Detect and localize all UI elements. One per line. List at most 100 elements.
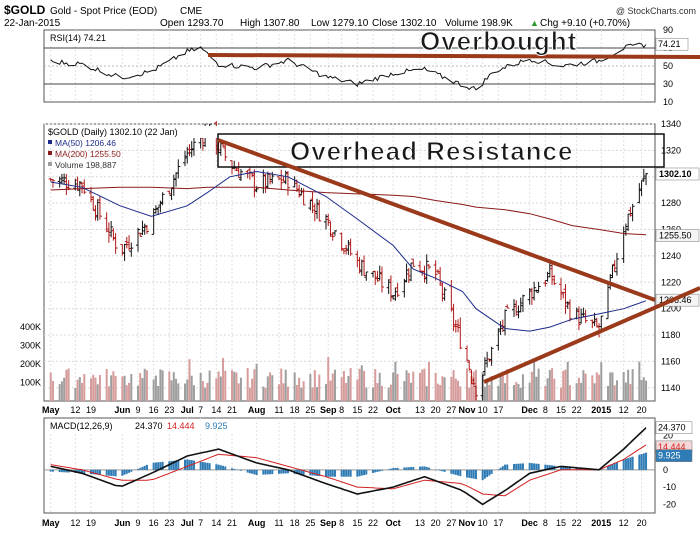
- volume-bar: [403, 381, 405, 401]
- volume-bar: [99, 375, 101, 401]
- macd-histogram-bar: [240, 470, 242, 471]
- volume-bar: [68, 368, 70, 401]
- macd-histogram-bar: [459, 470, 461, 476]
- volume-bar: [466, 369, 468, 401]
- macd-x-tick-label: Jul: [181, 518, 194, 528]
- price-x-tick-label: 16: [149, 405, 159, 415]
- date-label: 22-Jan-2015: [4, 18, 61, 29]
- volume-bar: [376, 383, 378, 401]
- macd-histogram-bar: [52, 470, 54, 472]
- macd-histogram-bar: [204, 462, 206, 469]
- macd-histogram-bar: [193, 461, 195, 470]
- macd-histogram-bar: [614, 463, 616, 470]
- macd-histogram-bar: [141, 467, 143, 470]
- volume-bar: [560, 388, 562, 401]
- volume-bar: [343, 371, 345, 401]
- volume-bar: [282, 383, 284, 401]
- volume-bar: [267, 376, 269, 401]
- macd-histogram-bar: [265, 470, 267, 475]
- macd-x-tick-label: 16: [149, 518, 159, 528]
- macd-x-tick-label: 8: [543, 518, 548, 528]
- macd-histogram-bar: [345, 470, 347, 477]
- macd-histogram-bar: [531, 463, 533, 470]
- volume-bar: [115, 376, 117, 401]
- volume-bar: [372, 387, 374, 401]
- volume-bar: [278, 384, 280, 401]
- macd-histogram-bar: [218, 465, 220, 470]
- macd-x-tick-label: 18: [290, 518, 300, 528]
- macd-x-tick-label: 15: [352, 518, 362, 528]
- macd-histogram-bar: [325, 470, 327, 477]
- price-x-tick-label: Jun: [114, 405, 130, 415]
- volume-bar: [600, 362, 602, 401]
- macd-value: 24.370: [135, 421, 163, 431]
- volume-bar: [238, 383, 240, 401]
- volume-bar: [578, 378, 580, 401]
- macd-histogram-bar: [157, 462, 159, 470]
- macd-histogram-bar: [506, 464, 508, 469]
- volume-bar: [193, 385, 195, 401]
- volume-bar: [356, 379, 358, 401]
- volume-bar: [79, 377, 81, 401]
- price-x-tick-label: 15: [556, 405, 566, 415]
- volume-bar: [500, 376, 502, 401]
- volume-bar: [459, 386, 461, 401]
- macd-histogram-bar: [484, 470, 486, 479]
- volume-bar: [569, 385, 571, 401]
- volume-bar: [488, 385, 490, 401]
- macd-histogram-bar: [92, 470, 94, 474]
- instrument-name: Gold - Spot Price (EOD): [50, 6, 157, 17]
- macd-value-tag-label: 24.370: [658, 423, 686, 433]
- volume-bar: [309, 374, 311, 401]
- price-tick-label: 1340: [661, 119, 681, 129]
- volume-bar: [596, 372, 598, 401]
- macd-histogram-bar: [444, 470, 446, 472]
- price-x-tick-label: 18: [290, 405, 300, 415]
- macd-histogram-bar: [262, 470, 264, 475]
- macd-histogram-bar: [314, 470, 316, 476]
- volume-bar: [381, 386, 383, 401]
- volume-bar: [412, 372, 414, 401]
- volume-bar: [426, 386, 428, 401]
- macd-histogram-bar: [423, 466, 425, 469]
- copyright-label: @ StockCharts.com: [616, 6, 696, 16]
- macd-histogram-bar: [282, 470, 284, 474]
- macd-histogram-bar: [361, 470, 363, 476]
- volume-legend: Volume 198,887: [55, 160, 117, 170]
- macd-label: MACD(12,26,9): [50, 421, 113, 431]
- volume-bar: [251, 379, 253, 401]
- volume-bar: [531, 372, 533, 401]
- macd-histogram-bar: [535, 464, 537, 470]
- volume-bar: [551, 368, 553, 401]
- signal-value: 14.444: [167, 421, 195, 431]
- price-x-tick-label: Sep: [320, 405, 337, 415]
- volume-bar: [497, 386, 499, 401]
- price-legend: MA(50) 1206.46 MA(200) 1255.50 Volume 19…: [48, 138, 121, 170]
- volume-bar: [457, 381, 459, 401]
- volume-bar: [327, 357, 329, 401]
- macd-histogram-bar: [115, 470, 117, 477]
- macd-histogram-bar: [50, 470, 52, 472]
- macd-x-tick-label: May: [42, 518, 60, 528]
- macd-histogram-bar: [533, 463, 535, 469]
- macd-x-tick-label: 20: [431, 518, 441, 528]
- volume-legend-swatch: [48, 162, 52, 166]
- volume-bar: [159, 369, 161, 401]
- volume-bar: [298, 378, 300, 401]
- macd-histogram-bar: [616, 462, 618, 470]
- volume-bar: [262, 387, 264, 401]
- volume-bar: [538, 369, 540, 401]
- volume-bar: [645, 381, 647, 401]
- price-x-tick-label: Dec: [521, 405, 538, 415]
- volume-bar: [484, 387, 486, 401]
- volume-bar: [347, 376, 349, 401]
- macd-histogram-bar: [439, 470, 441, 471]
- macd-histogram-bar: [441, 470, 443, 471]
- macd-x-tick-label: 22: [572, 518, 582, 528]
- macd-histogram-bar: [155, 462, 157, 469]
- volume-bar: [421, 369, 423, 401]
- volume-bar: [139, 373, 141, 401]
- volume-bar: [455, 379, 457, 401]
- price-x-tick-label: 12: [70, 405, 80, 415]
- volume-bar: [188, 359, 190, 401]
